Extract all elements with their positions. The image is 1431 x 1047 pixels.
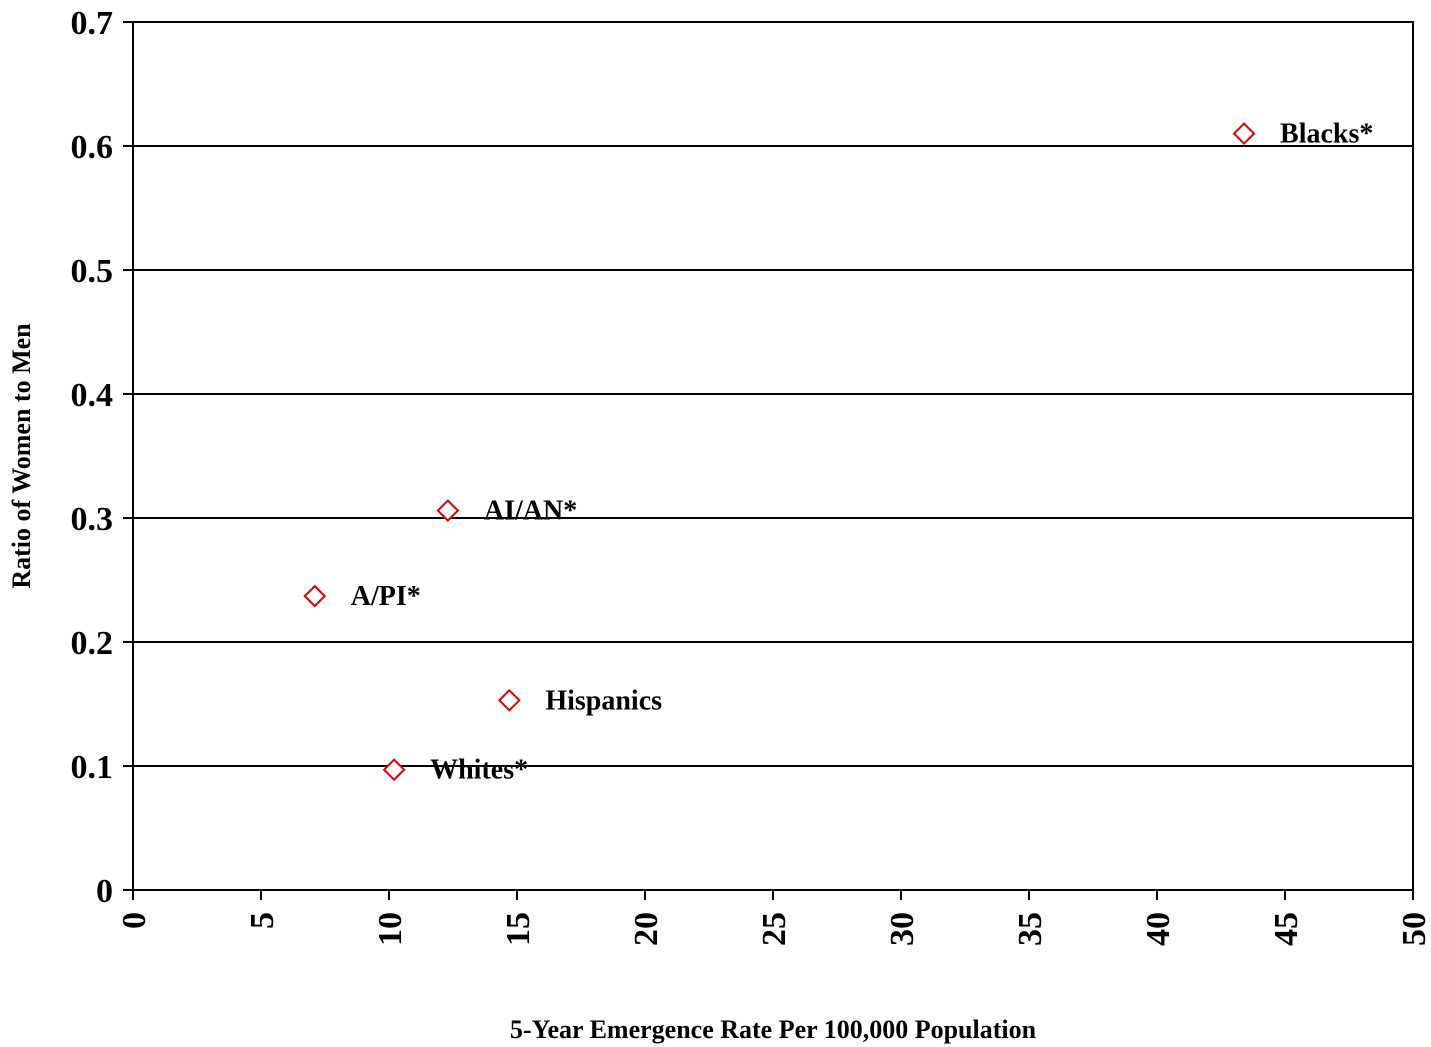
data-points: Blacks* AI/AN* A/PI* Hispanics Whites* [303,119,1373,786]
y-tick-label-1: 0.1 [71,749,114,786]
x-tick-label-8: 40 [1140,912,1177,946]
point-4 [382,758,406,782]
y-tick-label-7: 0.7 [71,5,114,42]
x-axis-ticks: 0 5 10 15 20 25 30 35 40 45 50 [116,890,1431,946]
point-label-1: AI/AN* [484,496,577,527]
x-tick-label-6: 30 [884,912,921,946]
point-2 [303,584,327,608]
x-tick-label-9: 45 [1268,912,1305,946]
x-axis-label: 5-Year Emergence Rate Per 100,000 Popula… [510,1015,1037,1044]
x-tick-label-7: 35 [1012,912,1049,946]
point-0 [1232,122,1256,146]
gridlines [133,145,1413,767]
y-tick-label-3: 0.3 [71,501,114,538]
y-tick-label-5: 0.5 [71,253,114,290]
y-tick-label-2: 0.2 [71,625,114,662]
point-3 [497,688,521,712]
point-label-4: Whites* [430,755,528,786]
point-label-2: A/PI* [351,581,421,612]
plot-area-frame [132,21,1414,891]
point-label-3: Hispanics [545,685,662,716]
point-label-0: Blacks* [1280,119,1373,150]
x-tick-label-10: 50 [1396,912,1431,946]
x-tick-label-5: 25 [756,912,793,946]
x-tick-label-4: 20 [628,912,665,946]
y-tick-label-0: 0 [96,873,113,910]
x-tick-label-1: 5 [244,912,281,929]
y-axis-label: Ratio of Women to Men [7,323,36,589]
y-axis-ticks: 0 0.1 0.2 0.3 0.4 0.5 0.6 0.7 [71,5,133,910]
x-tick-label-0: 0 [116,912,153,929]
point-1 [436,499,460,522]
y-tick-label-6: 0.6 [71,129,114,166]
x-tick-label-3: 15 [500,912,537,946]
y-tick-label-4: 0.4 [71,377,114,414]
x-tick-label-2: 10 [372,912,409,946]
